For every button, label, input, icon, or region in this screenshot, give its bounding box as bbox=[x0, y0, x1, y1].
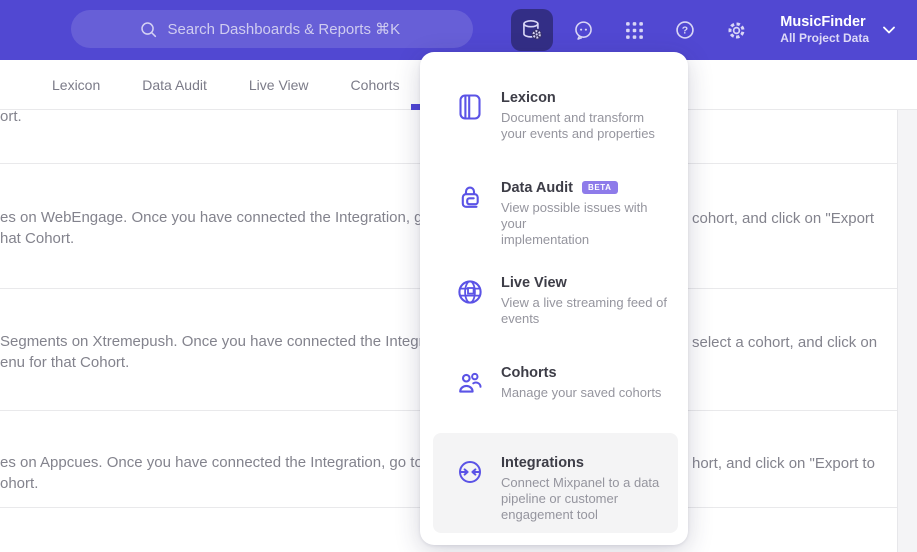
page-gutter bbox=[897, 110, 917, 552]
apps-grid-button[interactable] bbox=[613, 9, 655, 51]
chevron-down-icon bbox=[883, 26, 895, 34]
menu-item-description: Document and transform your events and p… bbox=[501, 110, 655, 141]
globe-icon bbox=[458, 280, 482, 304]
background-text-fragment: es on Appcues. Once you have connected t… bbox=[0, 454, 465, 471]
background-text-fragment: cohort, and click on "Export bbox=[692, 210, 875, 227]
global-search[interactable] bbox=[71, 10, 473, 48]
book-icon bbox=[459, 94, 481, 120]
background-text-fragment: hat Cohort. bbox=[0, 230, 75, 247]
background-text-fragment: enu for that Cohort. bbox=[0, 354, 130, 371]
beta-badge: BETA bbox=[581, 181, 618, 194]
tab-data-audit[interactable]: Data Audit bbox=[142, 76, 207, 93]
question-circle-icon: ? bbox=[676, 21, 695, 39]
tab-lexicon[interactable]: Lexicon bbox=[52, 76, 101, 93]
people-icon bbox=[459, 372, 482, 393]
menu-item-live-view[interactable]: Live View View a live streaming feed of … bbox=[455, 276, 674, 327]
project-name: MusicFinder bbox=[780, 13, 866, 30]
settings-button[interactable] bbox=[715, 9, 757, 51]
gear-icon bbox=[728, 21, 745, 39]
grid-9-dots-icon bbox=[625, 21, 643, 39]
background-text-fragment: hort, and click on "Export to bbox=[692, 455, 875, 472]
search-icon bbox=[140, 21, 156, 37]
navigation-dropdown-panel: Lexicon Document and transform your even… bbox=[420, 52, 688, 545]
menu-item-hover-highlight bbox=[433, 433, 678, 533]
chat-bubble-icon bbox=[574, 20, 592, 40]
project-switcher[interactable]: MusicFinder All Project Data bbox=[774, 10, 901, 50]
menu-item-description: Manage your saved cohorts bbox=[501, 385, 662, 400]
menu-item-integrations[interactable]: Integrations Connect Mixpanel to a data … bbox=[455, 456, 674, 523]
background-text-fragment: select a cohort, and click on bbox=[692, 334, 878, 351]
menu-item-title: Integrations bbox=[501, 455, 584, 471]
background-text-fragment: ohort. bbox=[0, 475, 39, 492]
tab-cohorts[interactable]: Cohorts bbox=[350, 76, 400, 93]
menu-item-description: View possible issues with your implement… bbox=[501, 200, 648, 247]
menu-item-description: Connect Mixpanel to a data pipeline or c… bbox=[501, 475, 660, 522]
feedback-button[interactable] bbox=[562, 9, 604, 51]
menu-item-cohorts[interactable]: Cohorts Manage your saved cohorts bbox=[455, 366, 674, 401]
svg-text:?: ? bbox=[682, 26, 688, 37]
menu-item-title: Lexicon bbox=[501, 90, 556, 106]
menu-item-data-audit[interactable]: Data Audit BETA View possible issues wit… bbox=[455, 181, 674, 248]
database-gear-icon bbox=[523, 20, 543, 40]
menu-item-title: Live View bbox=[501, 275, 567, 291]
background-text-fragment: Segments on Xtremepush. Once you have co… bbox=[0, 333, 461, 350]
search-input[interactable] bbox=[167, 20, 406, 38]
help-button[interactable]: ? bbox=[664, 9, 706, 51]
project-scope: All Project Data bbox=[780, 31, 869, 46]
data-management-button[interactable] bbox=[511, 9, 554, 51]
menu-item-description: View a live streaming feed of events bbox=[501, 295, 667, 326]
sync-arrows-icon bbox=[459, 461, 481, 483]
menu-item-lexicon[interactable]: Lexicon Document and transform your even… bbox=[455, 91, 674, 142]
background-text-fragment: ort. bbox=[0, 108, 22, 125]
background-text-fragment: es on WebEngage. Once you have connected… bbox=[0, 209, 473, 226]
menu-item-title: Data Audit bbox=[501, 180, 573, 196]
tab-live-view[interactable]: Live View bbox=[248, 76, 309, 93]
menu-item-title: Cohorts bbox=[501, 365, 557, 381]
top-header: ? MusicFinder All Project Data bbox=[0, 0, 917, 60]
lock-spiral-icon bbox=[461, 186, 479, 208]
